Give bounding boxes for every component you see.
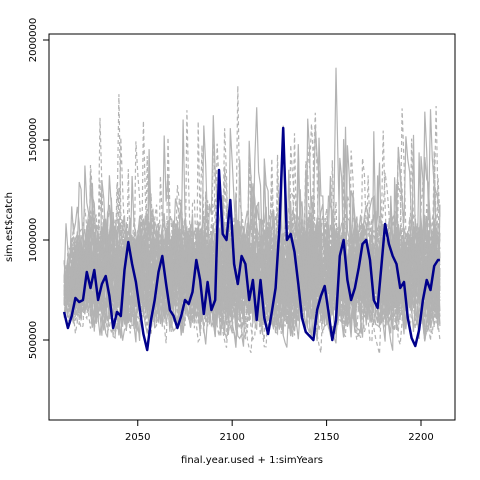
y-tick-label: 500000 [28,321,39,359]
x-tick-label: 2100 [219,432,244,443]
y-tick-label: 2000000 [28,18,39,63]
highlight-series-line [62,126,440,352]
highlight-series-group [62,126,440,352]
y-axis: 500000 1000000 1500000 2000000 [28,18,50,359]
y-tick-label: 1000000 [28,218,39,263]
x-axis-label: final.year.used + 1:simYears [181,455,323,466]
x-tick-label: 2150 [314,432,339,443]
y-tick-label: 1500000 [28,118,39,163]
x-axis: 2050 2100 2150 2200 [125,419,434,443]
x-tick-label: 2200 [408,432,433,443]
background-series-line [63,156,441,339]
x-tick-label: 2050 [125,432,150,443]
y-axis-label: sim.est$catch [4,192,15,262]
background-series-line [63,109,441,336]
